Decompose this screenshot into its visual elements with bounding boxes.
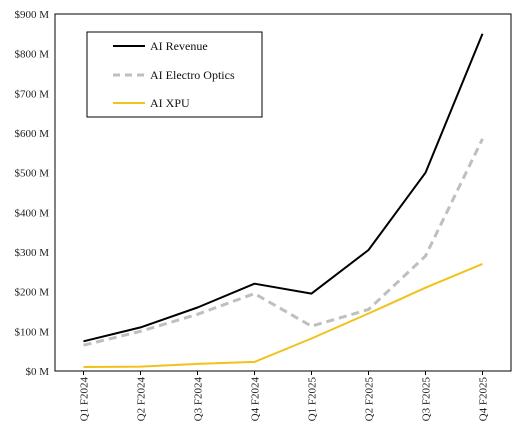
y-tick-label: $0 M	[25, 366, 49, 378]
y-tick-label: $800 M	[14, 49, 49, 61]
legend-label-ai-xpu: AI XPU	[150, 96, 190, 110]
legend-label-ai-revenue: AI Revenue	[150, 39, 208, 53]
y-tick-label: $600 M	[14, 128, 49, 140]
x-tick-label: Q2 F2024	[136, 377, 148, 422]
legend: AI Revenue AI Electro Optics AI XPU	[86, 31, 263, 118]
x-tick-label: Q4 F2025	[478, 377, 490, 422]
x-tick-label: Q4 F2024	[250, 377, 262, 422]
y-tick-label: $900 M	[14, 9, 49, 21]
series-line-ai-electro-optics	[83, 138, 484, 347]
y-tick-label: $400 M	[14, 207, 49, 219]
y-tick-label: $500 M	[14, 168, 49, 180]
x-tick-label: Q3 F2024	[193, 377, 205, 422]
x-tick-label: Q1 F2025	[307, 377, 319, 422]
series-line-ai-xpu	[83, 262, 483, 368]
x-tick-label: Q2 F2025	[364, 377, 376, 422]
x-tick-label: Q1 F2024	[79, 377, 91, 422]
legend-label-ai-electro-optics: AI Electro Optics	[150, 68, 235, 82]
y-tick-label: $700 M	[14, 88, 49, 100]
y-tick-label: $200 M	[14, 287, 49, 299]
y-tick-label: $300 M	[14, 247, 49, 259]
series-line-ai-revenue	[83, 33, 484, 343]
series-lines	[83, 33, 484, 368]
y-axis-ticks: $0 M $100 M $200 M $300 M $400 M $500 M $600 M…	[14, 9, 49, 378]
x-axis-ticks: Q1 F2024 Q2 F2024 Q3 F2024 Q4 F2024 Q1 F2025…	[79, 371, 490, 421]
y-tick-label: $100 M	[14, 326, 49, 338]
x-tick-label: Q3 F2025	[421, 377, 433, 422]
